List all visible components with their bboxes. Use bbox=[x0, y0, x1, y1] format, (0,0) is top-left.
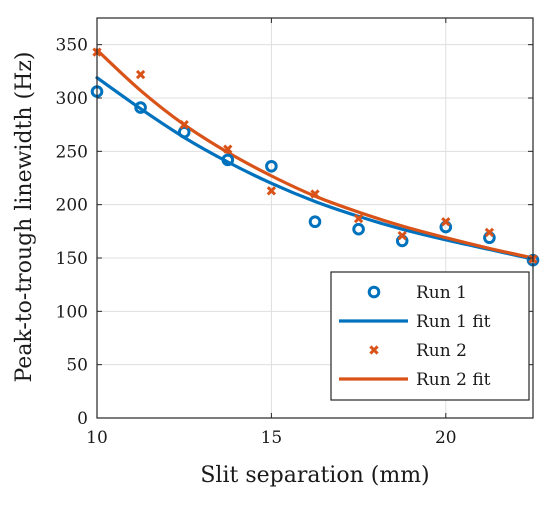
data-point-x bbox=[484, 227, 495, 238]
data-point-x bbox=[369, 345, 379, 355]
series-layer bbox=[90, 47, 540, 267]
legend-label: Run 1 fit bbox=[416, 312, 491, 332]
x-tick-label: 20 bbox=[435, 428, 457, 448]
data-point-x bbox=[179, 120, 189, 130]
y-tick-label: 200 bbox=[56, 196, 88, 216]
data-point-circle bbox=[221, 153, 235, 167]
series-line bbox=[95, 76, 535, 261]
data-point-x bbox=[353, 213, 364, 224]
y-tick-label: 350 bbox=[56, 36, 88, 56]
x-tick-label: 15 bbox=[261, 428, 283, 448]
legend-label: Run 2 bbox=[416, 341, 467, 361]
data-point-x-stroke bbox=[353, 213, 364, 224]
data-point-x bbox=[266, 186, 277, 196]
y-axis-label: Peak-to-trough linewidth (Hz) bbox=[12, 51, 37, 382]
data-point-x-stroke bbox=[179, 120, 189, 130]
data-point-x-stroke bbox=[397, 230, 407, 241]
y-tick-label: 250 bbox=[56, 142, 88, 162]
y-tick-label: 100 bbox=[56, 302, 88, 322]
data-point-circle bbox=[265, 159, 278, 173]
data-point-x bbox=[223, 144, 233, 154]
data-point-circle bbox=[367, 285, 381, 299]
grid bbox=[96, 18, 533, 419]
data-point-circle bbox=[134, 101, 147, 114]
data-point-x-stroke bbox=[369, 345, 379, 355]
data-point-x bbox=[135, 69, 146, 80]
legend-label: Run 2 fit bbox=[416, 370, 491, 390]
plot-frame bbox=[96, 17, 534, 419]
data-point-x-stroke bbox=[135, 69, 146, 80]
x-axis-label: Slit separation (mm) bbox=[200, 463, 429, 488]
legend-label: Run 1 bbox=[416, 283, 467, 303]
data-point-x bbox=[441, 217, 451, 227]
data-point-x bbox=[310, 189, 320, 199]
x-tick-label: 10 bbox=[86, 428, 108, 448]
data-point-circle bbox=[308, 215, 322, 229]
y-tick-label: 300 bbox=[56, 89, 88, 109]
y-tick-label: 0 bbox=[77, 409, 88, 429]
series-line bbox=[95, 48, 535, 260]
y-tick-label: 50 bbox=[66, 356, 88, 376]
y-tick-label: 150 bbox=[56, 249, 88, 269]
legend: Run 1 Run 1 fit Run 2 Run 2 fit bbox=[330, 271, 530, 401]
data-point-x-stroke bbox=[441, 217, 451, 227]
data-point-x-stroke bbox=[266, 186, 277, 196]
data-point-x-stroke bbox=[310, 189, 320, 199]
data-point-circle bbox=[352, 222, 365, 236]
data-point-x bbox=[397, 230, 407, 241]
data-point-circle bbox=[177, 125, 191, 139]
data-point-x-stroke bbox=[223, 144, 233, 154]
data-point-x-stroke bbox=[484, 227, 495, 238]
